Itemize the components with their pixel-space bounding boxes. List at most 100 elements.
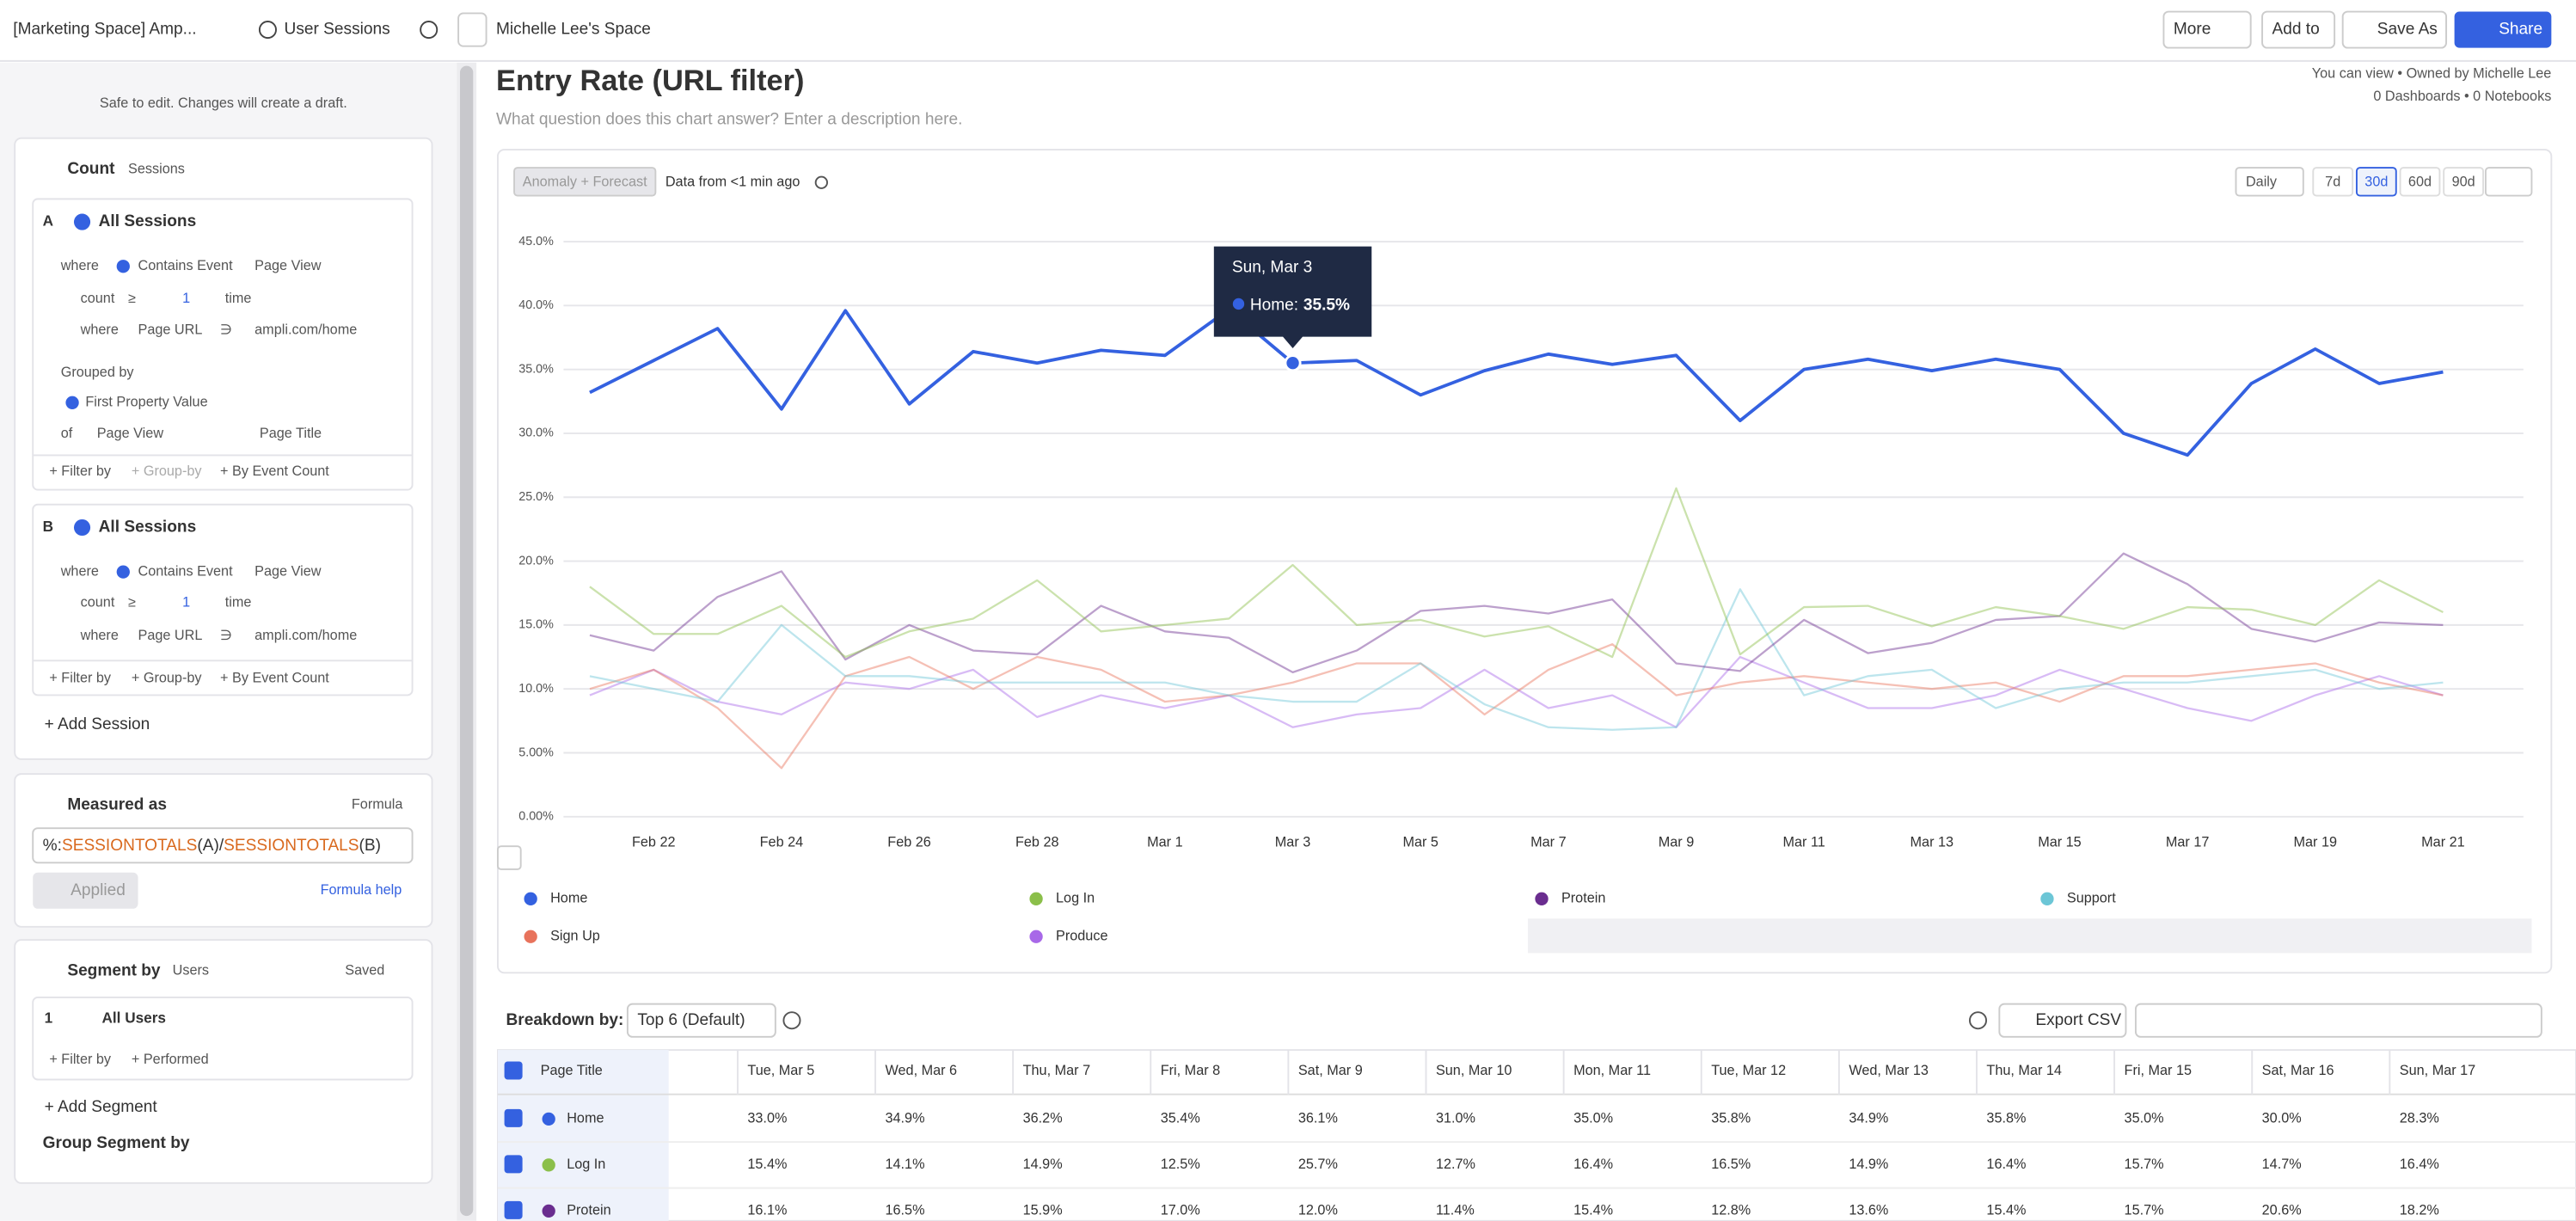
url[interactable]: ampli.com/home [255, 322, 357, 338]
add-to-label[interactable]: Add to [2272, 21, 2320, 39]
session-name[interactable]: All Sessions [99, 518, 197, 537]
contains[interactable]: Contains Event [138, 563, 234, 579]
save-as-label[interactable]: Save As [2377, 21, 2438, 39]
table-cell: 14.9% [1849, 1157, 1888, 1172]
table-cell: 15.7% [2125, 1203, 2164, 1218]
legend-label[interactable]: Log In [1056, 891, 1095, 906]
legend-label[interactable]: Home [550, 891, 587, 906]
count-value[interactable]: 1 [182, 291, 190, 306]
export-label[interactable]: Export CSV [2035, 1011, 2121, 1029]
column-header[interactable]: Sat, Mar 9 [1298, 1063, 1363, 1078]
applied-label[interactable]: Applied [71, 881, 126, 899]
collapse-button[interactable] [458, 13, 486, 46]
hover-point[interactable] [1285, 356, 1300, 371]
count-value[interactable]: 1 [182, 595, 190, 610]
project-name[interactable]: [Marketing Space] Amp... [13, 21, 196, 39]
range-label[interactable]: 90d [2452, 175, 2475, 190]
column-header[interactable]: Thu, Mar 14 [1986, 1063, 2062, 1078]
count-unit[interactable]: Sessions [128, 161, 185, 176]
anomaly-label[interactable]: Anomaly + Forecast [523, 175, 647, 190]
event[interactable]: Page View [255, 258, 322, 273]
y-tick-label: 40.0% [518, 298, 554, 312]
legend-swatch[interactable] [1029, 930, 1042, 943]
legend-swatch[interactable] [2040, 893, 2053, 905]
filter-by[interactable]: + Filter by [49, 1052, 112, 1067]
property[interactable]: Page URL [138, 628, 203, 643]
filter-by[interactable]: + Filter by [49, 463, 112, 479]
saved[interactable]: Saved [345, 963, 384, 979]
legend-collapse[interactable] [498, 846, 521, 869]
table-cell: 14.7% [2262, 1157, 2302, 1172]
operator[interactable]: ≥ [128, 291, 136, 306]
by-event-count[interactable]: + By Event Count [220, 463, 329, 479]
column-header[interactable]: Wed, Mar 13 [1849, 1063, 1929, 1078]
more-label[interactable]: More [2174, 21, 2211, 39]
row-checkbox[interactable] [505, 1155, 523, 1173]
row-checkbox[interactable] [505, 1109, 523, 1127]
range-label[interactable]: 60d [2408, 175, 2432, 190]
of-property[interactable]: Page Title [260, 426, 322, 441]
space-name[interactable]: Michelle Lee's Space [496, 21, 651, 39]
session-name[interactable]: All Sessions [99, 212, 197, 230]
column-header[interactable]: Sun, Mar 10 [1436, 1063, 1512, 1078]
formula-toggle[interactable]: Formula [352, 797, 404, 813]
column-header[interactable]: Mon, Mar 11 [1573, 1063, 1651, 1078]
share-label[interactable]: Share [2499, 21, 2542, 39]
column-header[interactable]: Sat, Mar 16 [2262, 1063, 2334, 1078]
ownership: You can view • Owned by Michelle Lee [2312, 65, 2552, 81]
range-label[interactable]: 30d [2364, 175, 2388, 190]
formula[interactable]: %:SESSIONTOTALS(A)/SESSIONTOTALS(B) [43, 837, 381, 855]
segment-unit[interactable]: Users [173, 963, 209, 979]
column-header[interactable]: Fri, Mar 8 [1161, 1063, 1220, 1078]
contains[interactable]: Contains Event [138, 258, 234, 273]
legend-label[interactable]: Produce [1056, 929, 1107, 944]
legend-swatch[interactable] [524, 893, 537, 905]
operator[interactable]: ∋ [220, 322, 232, 338]
performed[interactable]: + Performed [132, 1052, 209, 1067]
group-by[interactable]: + Group-by [132, 671, 203, 686]
add-session[interactable]: + Add Session [45, 715, 150, 733]
column-header[interactable]: Thu, Mar 7 [1023, 1063, 1090, 1078]
count-label[interactable]: Count [67, 160, 115, 178]
filter-by[interactable]: + Filter by [49, 671, 112, 686]
of-event[interactable]: Page View [97, 426, 164, 441]
column-header[interactable]: Fri, Mar 15 [2125, 1063, 2192, 1078]
legend-swatch[interactable] [1029, 893, 1042, 905]
legend-label[interactable]: Support [2067, 891, 2116, 906]
table-cell: 16.5% [1711, 1157, 1751, 1172]
interval[interactable]: Daily [2246, 175, 2278, 190]
search-input[interactable] [2136, 1004, 2542, 1037]
formula-help[interactable]: Formula help [321, 882, 402, 898]
group-by[interactable]: + Group-by [132, 463, 203, 479]
legend-label[interactable]: Sign Up [550, 929, 600, 944]
where: where [80, 322, 119, 338]
column-header[interactable]: Tue, Mar 12 [1711, 1063, 1786, 1078]
event[interactable]: Page View [255, 563, 322, 579]
add-segment[interactable]: + Add Segment [45, 1098, 158, 1116]
column-header[interactable]: Sun, Mar 17 [2400, 1063, 2475, 1078]
range-label[interactable]: 7d [2325, 175, 2340, 190]
group-segment[interactable]: Group Segment by [43, 1134, 190, 1152]
chart-kind[interactable]: User Sessions [285, 21, 390, 39]
url[interactable]: ampli.com/home [255, 628, 357, 643]
legend-swatch[interactable] [524, 930, 537, 943]
scroll-thumb[interactable] [460, 66, 473, 1217]
operator[interactable]: ∋ [220, 628, 232, 643]
first-value[interactable]: First Property Value [85, 395, 207, 410]
breakdown-choice[interactable]: Top 6 (Default) [637, 1011, 745, 1029]
column-header[interactable]: Page Title [541, 1063, 603, 1078]
description[interactable]: What question does this chart answer? En… [496, 111, 962, 129]
table-cell: 14.9% [1023, 1157, 1063, 1172]
row-checkbox[interactable] [505, 1201, 523, 1219]
legend-swatch[interactable] [1535, 893, 1548, 905]
column-header[interactable]: Wed, Mar 6 [885, 1063, 957, 1078]
segment-name[interactable]: All Users [101, 1009, 166, 1026]
header-checkbox[interactable] [505, 1061, 523, 1079]
by-event-count[interactable]: + By Event Count [220, 671, 329, 686]
operator[interactable]: ≥ [128, 595, 136, 610]
calendar-button[interactable] [2486, 168, 2532, 195]
legend-label[interactable]: Protein [1561, 891, 1605, 906]
chart-title[interactable]: Entry Rate (URL filter) [496, 64, 804, 97]
property[interactable]: Page URL [138, 322, 203, 338]
column-header[interactable]: Tue, Mar 5 [747, 1063, 814, 1078]
